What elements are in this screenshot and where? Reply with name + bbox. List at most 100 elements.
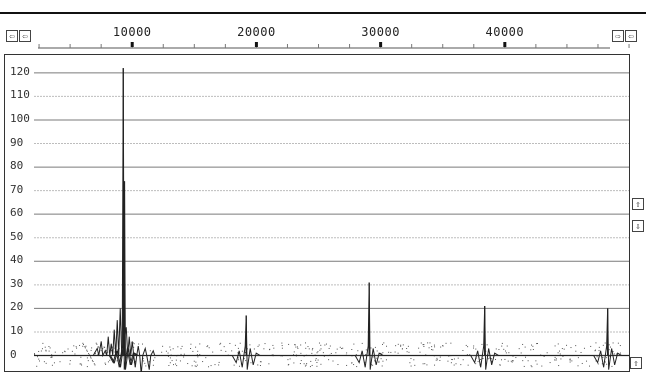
noise-dot	[197, 356, 199, 358]
noise-dot	[269, 348, 271, 350]
noise-dot	[305, 364, 307, 366]
zoom-in-button[interactable]: ⇧	[632, 198, 644, 210]
noise-dot	[143, 360, 145, 362]
noise-dot	[148, 361, 150, 363]
noise-dot	[192, 350, 194, 352]
scroll-left-button-2[interactable]: ⇦	[19, 30, 31, 42]
noise-dot	[311, 349, 313, 351]
x-tick-label: 40000	[485, 25, 525, 39]
noise-dot	[81, 364, 83, 366]
noise-dot	[610, 346, 612, 348]
noise-dot	[406, 347, 408, 349]
noise-dot	[273, 347, 275, 349]
main-peak-cluster	[92, 308, 156, 372]
noise-dot	[34, 353, 36, 355]
noise-dot	[318, 342, 320, 344]
y-tick-label: 30	[10, 276, 24, 290]
noise-dot	[498, 349, 500, 351]
noise-dot	[223, 346, 225, 348]
noise-dot	[114, 351, 116, 353]
noise-dot	[355, 354, 357, 356]
noise-dot	[557, 343, 559, 345]
noise-dot	[95, 353, 97, 355]
noise-dot	[522, 360, 524, 362]
noise-dot	[309, 366, 311, 368]
zoom-out-button[interactable]: ⇩	[632, 220, 644, 232]
noise-dot	[332, 360, 334, 362]
noise-dot	[41, 348, 43, 350]
scroll-right-button-1[interactable]: ⇨	[612, 30, 624, 42]
x-axis-ruler: 10000 20000 30000 40000	[4, 25, 642, 52]
noise-dot	[501, 345, 503, 347]
noise-dot	[79, 363, 81, 365]
noise-dot	[88, 354, 90, 356]
noise-dot	[34, 354, 36, 356]
noise-dot	[335, 352, 337, 354]
noise-dot	[172, 348, 174, 350]
noise-dot	[419, 351, 421, 353]
noise-dot	[381, 365, 383, 367]
noise-dot	[512, 360, 514, 362]
noise-dot	[92, 361, 94, 363]
scroll-right-button-2[interactable]: ⇦	[625, 30, 637, 42]
noise-dot	[196, 364, 198, 366]
noise-dot	[361, 354, 363, 356]
noise-dot	[420, 342, 422, 344]
noise-dot	[511, 361, 513, 363]
noise-dot	[205, 357, 207, 359]
noise-dot	[388, 351, 390, 353]
noise-dot	[225, 350, 227, 352]
noise-dot	[45, 349, 47, 351]
noise-dot	[293, 354, 295, 356]
noise-dot	[244, 352, 246, 354]
noise-dot	[237, 347, 239, 349]
noise-dot	[431, 349, 433, 351]
noise-dot	[604, 342, 606, 344]
noise-dot	[49, 347, 51, 349]
noise-dot	[162, 345, 164, 347]
noise-dot	[374, 360, 376, 362]
noise-dot	[103, 346, 105, 348]
noise-dot	[594, 350, 596, 352]
noise-dot	[295, 346, 297, 348]
noise-dot	[180, 348, 182, 350]
noise-dot	[177, 346, 179, 348]
y-tick-label: 40	[10, 253, 24, 267]
noise-dot	[402, 344, 404, 346]
noise-dot	[69, 360, 71, 362]
noise-dot	[583, 347, 585, 349]
noise-dot	[569, 359, 571, 361]
noise-dot	[559, 353, 561, 355]
noise-dot	[602, 344, 604, 346]
noise-dot	[608, 355, 610, 357]
noise-dot	[361, 342, 363, 344]
noise-dot	[448, 355, 450, 357]
noise-dot	[589, 365, 591, 367]
noise-dot	[510, 360, 512, 362]
noise-dot	[54, 351, 56, 353]
noise-dot	[606, 357, 608, 359]
noise-dot	[581, 362, 583, 364]
noise-dot	[167, 352, 169, 354]
noise-dot	[287, 359, 289, 361]
scroll-left-button-1[interactable]: ⇦	[6, 30, 18, 42]
noise-dot	[390, 351, 392, 353]
noise-dot	[562, 355, 564, 357]
noise-dot	[577, 365, 579, 367]
noise-dot	[319, 349, 321, 351]
noise-dot	[370, 364, 372, 366]
noise-dot	[311, 364, 313, 366]
noise-dot	[602, 356, 604, 358]
noise-dot	[378, 361, 380, 363]
noise-dot	[457, 357, 459, 359]
noise-dot	[619, 345, 621, 347]
noise-dot	[429, 342, 431, 344]
noise-dot	[306, 363, 308, 365]
noise-dot	[312, 347, 314, 349]
noise-dot	[505, 352, 507, 354]
noise-dot	[467, 364, 469, 366]
noise-dot	[253, 348, 255, 350]
noise-dot	[165, 350, 167, 352]
scroll-up-button[interactable]: ⇧	[630, 357, 642, 369]
noise-dot	[300, 344, 302, 346]
